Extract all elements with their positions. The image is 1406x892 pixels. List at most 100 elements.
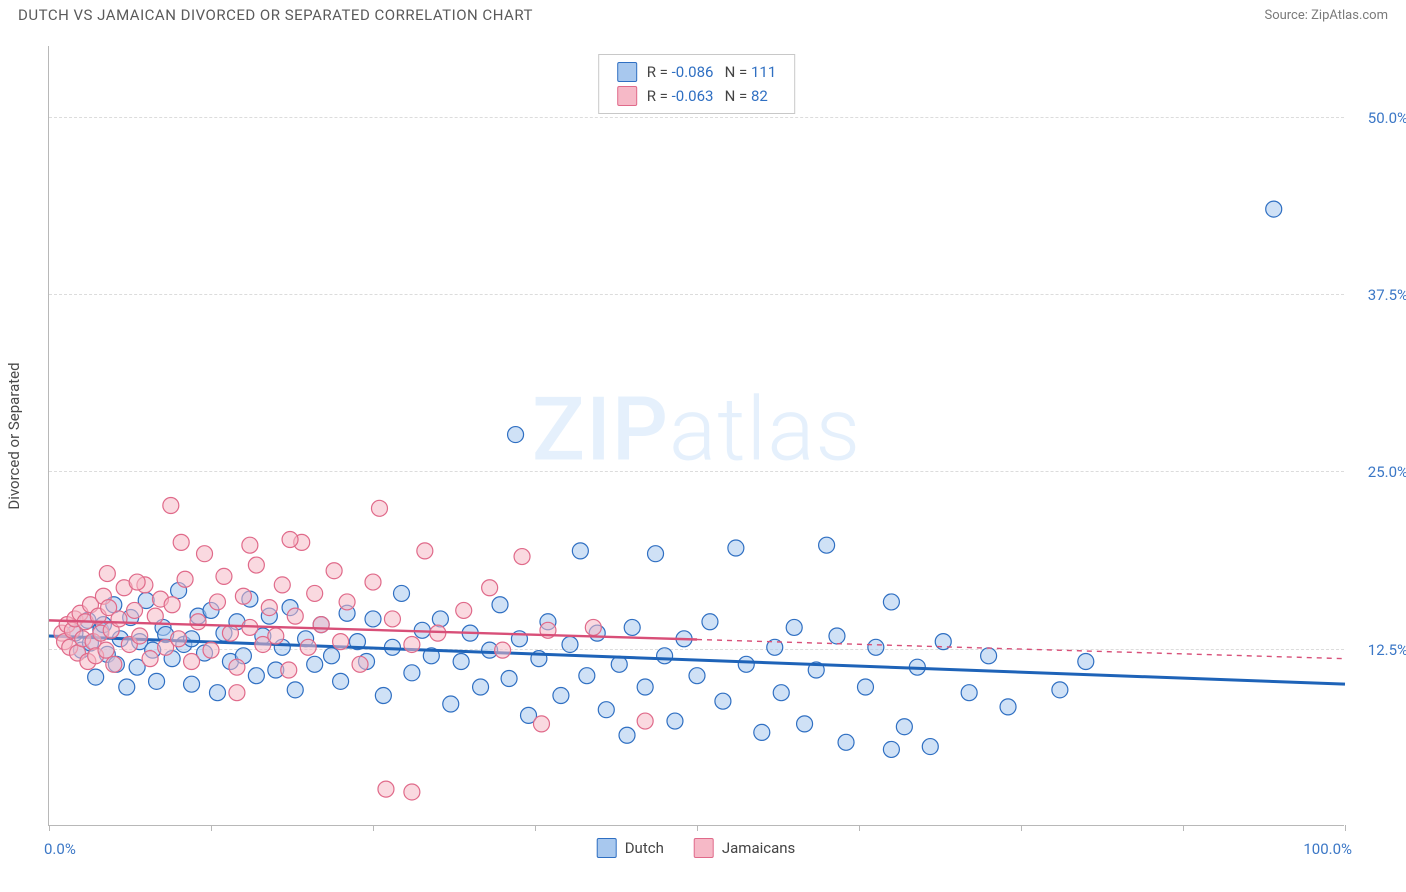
x-tick-mark (49, 825, 50, 831)
data-point (404, 784, 420, 800)
data-point (786, 619, 802, 635)
data-point (229, 659, 245, 675)
data-point (585, 619, 601, 635)
data-point (261, 600, 277, 616)
data-point (637, 713, 653, 729)
data-point (514, 549, 530, 565)
data-point (981, 648, 997, 664)
data-point (365, 574, 381, 590)
data-point (184, 676, 200, 692)
data-point (1266, 201, 1282, 217)
data-point (164, 597, 180, 613)
y-axis-title: Divorced or Separated (5, 362, 23, 509)
data-point (307, 585, 323, 601)
chart-title: DUTCH VS JAMAICAN DIVORCED OR SEPARATED … (18, 6, 533, 24)
data-point (533, 716, 549, 732)
data-point (209, 685, 225, 701)
data-point (648, 546, 664, 562)
data-point (883, 741, 899, 757)
legend-swatch (597, 838, 617, 858)
data-point (248, 668, 264, 684)
data-point (313, 617, 329, 633)
legend-swatch (694, 838, 714, 858)
data-point (184, 653, 200, 669)
x-tick-mark (211, 825, 212, 831)
y-tick-label: 37.5% (1368, 286, 1406, 304)
x-axis-max-label: 100.0% (1303, 840, 1352, 858)
data-point (352, 656, 368, 672)
chart-header: DUTCH VS JAMAICAN DIVORCED OR SEPARATED … (0, 0, 1406, 30)
data-point (287, 608, 303, 624)
data-point (307, 656, 323, 672)
data-point (147, 608, 163, 624)
data-point (371, 500, 387, 516)
x-axis-min-label: 0.0% (44, 840, 76, 858)
data-point (163, 497, 179, 513)
y-tick-label: 12.5% (1368, 641, 1406, 659)
x-tick-mark (1345, 825, 1346, 831)
data-point (127, 602, 143, 618)
data-point (404, 636, 420, 652)
data-point (1078, 653, 1094, 669)
data-point (242, 537, 258, 553)
data-point (572, 543, 588, 559)
data-point (375, 688, 391, 704)
y-tick-label: 50.0% (1368, 109, 1406, 127)
data-point (88, 669, 104, 685)
data-point (177, 571, 193, 587)
legend-label: Dutch (625, 839, 664, 857)
data-point (106, 656, 122, 672)
data-point (728, 540, 744, 556)
data-point (797, 716, 813, 732)
data-point (1000, 699, 1016, 715)
data-point (339, 594, 355, 610)
data-point (637, 679, 653, 695)
data-point (829, 628, 845, 644)
legend-stat-text: R = -0.063 N = 82 (647, 84, 768, 108)
data-point (190, 614, 206, 630)
data-point (281, 662, 297, 678)
data-point (501, 671, 517, 687)
data-point (473, 679, 489, 695)
legend-item: Jamaicans (694, 838, 795, 858)
data-point (754, 724, 770, 740)
data-point (287, 682, 303, 698)
data-point (702, 614, 718, 630)
data-point (492, 597, 508, 613)
data-point (282, 532, 298, 548)
data-point (562, 636, 578, 652)
data-point (274, 577, 290, 593)
data-point (715, 693, 731, 709)
data-point (961, 685, 977, 701)
legend-stats: R = -0.086 N = 111R = -0.063 N = 82 (598, 54, 796, 114)
data-point (111, 611, 127, 627)
plot-region: ZIPatlas 12.5%25.0%37.5%50.0% R = -0.086… (48, 46, 1344, 826)
data-point (149, 673, 165, 689)
data-point (857, 679, 873, 695)
data-point (197, 546, 213, 562)
data-point (738, 656, 754, 672)
legend-item: Dutch (597, 838, 664, 858)
data-point (598, 702, 614, 718)
x-tick-mark (535, 825, 536, 831)
data-point (324, 648, 340, 664)
data-point (333, 673, 349, 689)
data-point (453, 653, 469, 669)
legend-stat-text: R = -0.086 N = 111 (647, 60, 777, 84)
data-point (333, 634, 349, 650)
data-point (495, 642, 511, 658)
x-tick-mark (697, 825, 698, 831)
data-point (132, 628, 148, 644)
x-tick-mark (1183, 825, 1184, 831)
data-point (819, 537, 835, 553)
data-point (119, 679, 135, 695)
data-point (268, 628, 284, 644)
data-point (773, 685, 789, 701)
legend-stat-row: R = -0.063 N = 82 (617, 84, 777, 108)
data-point (456, 602, 472, 618)
data-point (300, 639, 316, 655)
legend-swatch (617, 62, 637, 82)
data-point (99, 566, 115, 582)
x-tick-mark (1021, 825, 1022, 831)
data-point (579, 668, 595, 684)
